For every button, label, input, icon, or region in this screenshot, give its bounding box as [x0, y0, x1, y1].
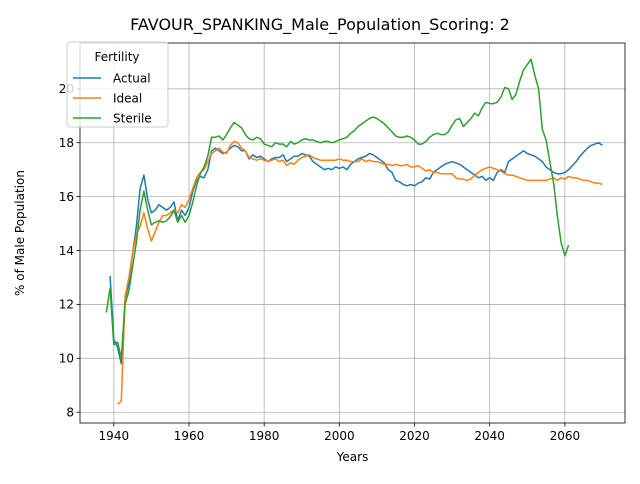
legend-box — [66, 41, 169, 128]
series-line-actual — [109, 141, 603, 365]
y-tick-label: 10 — [59, 352, 74, 366]
x-tick-label: 2040 — [474, 429, 505, 443]
x-tick-label: 1980 — [249, 429, 280, 443]
plot-area-frame — [79, 42, 626, 424]
x-tick-label: 2020 — [399, 429, 430, 443]
legend-entries: Actual Ideal Sterile — [73, 71, 152, 125]
y-tick-label: 16 — [59, 190, 74, 204]
x-tick-label: 1940 — [99, 429, 130, 443]
chart-legend: Fertility Actual Ideal Sterile — [66, 41, 169, 128]
legend-label-ideal: Ideal — [113, 91, 142, 105]
x-tick-label: 2000 — [324, 429, 355, 443]
legend-label-sterile: Sterile — [113, 111, 152, 125]
series-line-ideal — [117, 140, 603, 405]
x-axis-ticks: 1940 1960 1980 2000 2020 2040 2060 — [99, 423, 581, 443]
grid-lines — [80, 43, 625, 423]
y-tick-label: 12 — [59, 298, 74, 312]
chart-title: FAVOUR_SPANKING_Male_Population_Scoring:… — [130, 15, 510, 35]
series-lines — [105, 58, 603, 405]
x-tick-label: 1960 — [174, 429, 205, 443]
x-axis-label: Years — [336, 450, 369, 464]
y-tick-label: 8 — [66, 406, 74, 420]
y-axis-label: % of Male Population — [13, 170, 27, 296]
series-line-sterile — [105, 58, 570, 360]
legend-label-actual: Actual — [113, 71, 151, 85]
x-tick-label: 2060 — [550, 429, 581, 443]
y-tick-label: 14 — [59, 244, 74, 258]
y-tick-label: 18 — [59, 136, 74, 150]
legend-title: Fertility — [94, 50, 139, 64]
